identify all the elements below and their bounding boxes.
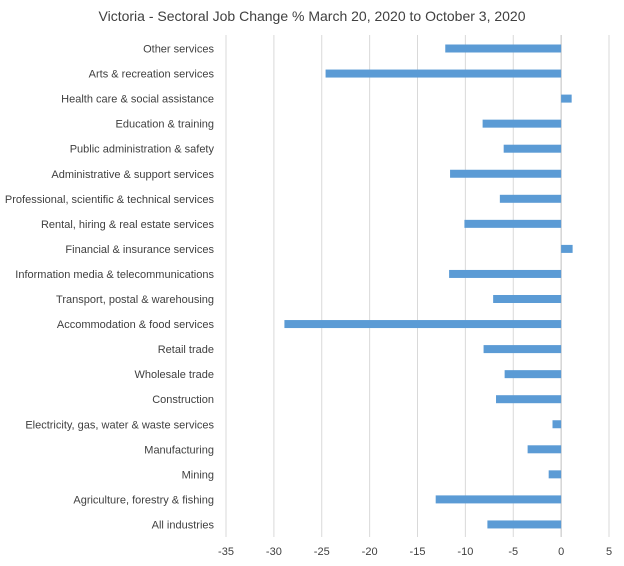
- chart-title: Victoria - Sectoral Job Change % March 2…: [99, 8, 526, 24]
- x-tick-label: 5: [606, 546, 612, 558]
- category-label: All industries: [152, 519, 215, 531]
- category-label: Public administration & safety: [70, 144, 215, 156]
- x-tick-label: -30: [266, 546, 282, 558]
- bar: [561, 94, 572, 103]
- x-tick-label: -5: [508, 546, 518, 558]
- bar-layer: [284, 44, 573, 529]
- bar: [552, 420, 562, 429]
- x-tick-label: -15: [410, 546, 426, 558]
- category-label: Accommodation & food services: [57, 319, 215, 331]
- category-label: Retail trade: [158, 344, 214, 356]
- bar: [504, 370, 562, 379]
- category-labels: Other services Arts & recreation services…: [5, 44, 215, 532]
- bar: [284, 320, 562, 329]
- bar: [527, 445, 562, 454]
- bar: [482, 119, 562, 128]
- bar: [483, 345, 562, 354]
- grid-layer: [225, 35, 610, 537]
- bar: [561, 244, 573, 253]
- category-label: Transport, postal & warehousing: [56, 294, 214, 306]
- x-tick-label: -20: [362, 546, 378, 558]
- bar: [503, 144, 562, 153]
- category-label: Information media & telecommunications: [15, 269, 214, 281]
- category-label: Professional, scientific & technical ser…: [5, 194, 215, 206]
- category-label: Health care & social assistance: [61, 94, 214, 106]
- bar: [464, 219, 562, 228]
- bar: [325, 69, 562, 78]
- bar: [435, 495, 562, 504]
- category-label: Financial & insurance services: [65, 244, 214, 256]
- bar: [493, 295, 562, 303]
- bar: [445, 44, 562, 53]
- category-label: Mining: [182, 469, 214, 481]
- category-label: Education & training: [116, 119, 214, 131]
- category-label: Rental, hiring & real estate services: [41, 219, 215, 231]
- x-axis-tick-labels: -35 -30 -25 -20 -15 -10 -5 0 5: [218, 546, 612, 558]
- bar: [450, 169, 562, 178]
- category-label: Arts & recreation services: [89, 69, 215, 81]
- bar: [548, 470, 562, 479]
- category-label: Electricity, gas, water & waste services: [25, 419, 214, 431]
- category-label: Wholesale trade: [135, 369, 215, 381]
- bar: [449, 269, 562, 278]
- category-label: Agriculture, forestry & fishing: [73, 494, 214, 506]
- x-tick-label: 0: [558, 546, 564, 558]
- x-tick-label: -35: [218, 546, 234, 558]
- category-label: Other services: [143, 44, 214, 56]
- category-label: Administrative & support services: [51, 169, 214, 181]
- x-tick-label: -25: [314, 546, 330, 558]
- category-label: Manufacturing: [144, 444, 214, 456]
- bar: [487, 520, 562, 529]
- bar: [499, 194, 562, 203]
- bar: [496, 395, 562, 404]
- x-tick-label: -10: [457, 546, 473, 558]
- category-label: Construction: [152, 394, 214, 406]
